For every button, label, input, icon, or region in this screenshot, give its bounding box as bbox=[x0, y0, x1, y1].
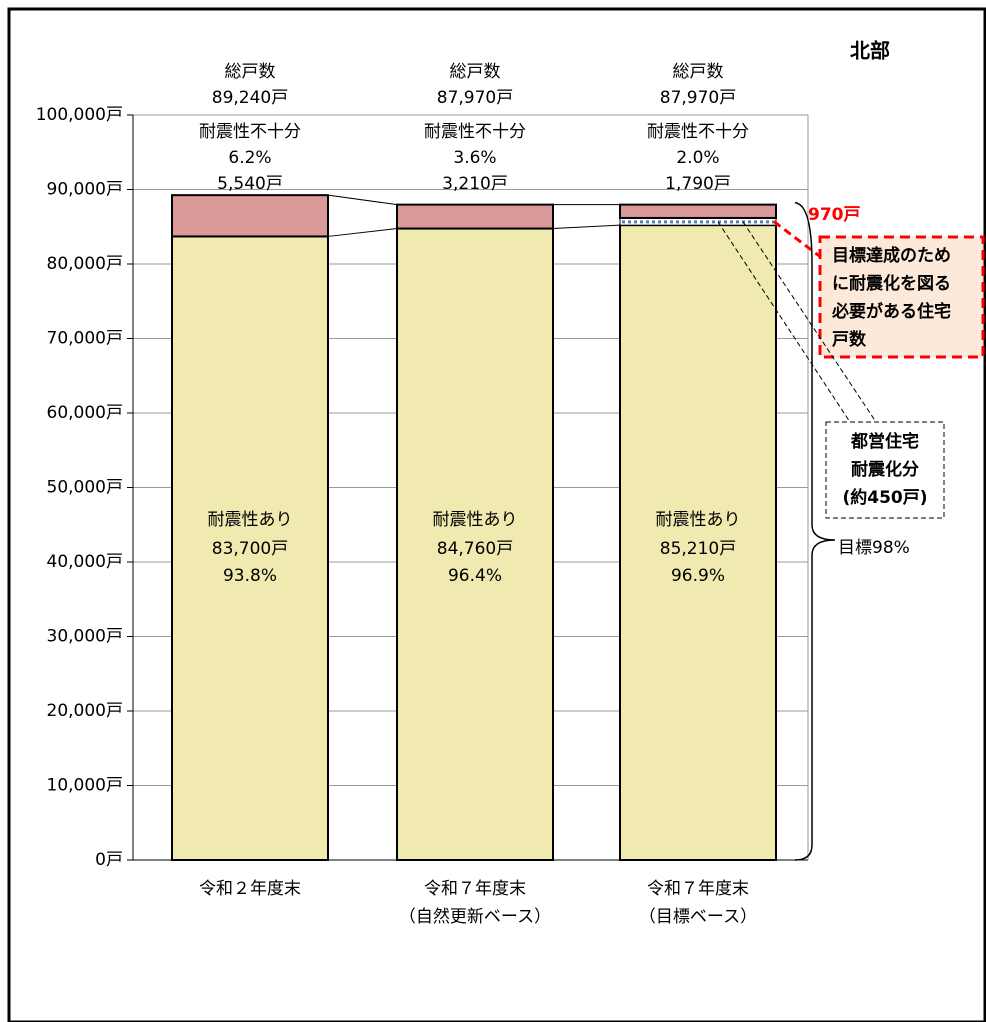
x-tick-label: 令和７年度末 bbox=[647, 879, 749, 899]
bar-segment bbox=[619, 203, 777, 219]
x-tick-label: 令和２年度末 bbox=[199, 879, 301, 899]
value-label: 1,790戸 bbox=[665, 174, 731, 194]
share-label: 93.8% bbox=[223, 566, 277, 586]
value-label: 85,210戸 bbox=[660, 539, 736, 559]
connector bbox=[327, 194, 398, 206]
gap-note-box bbox=[818, 235, 985, 359]
metro-pointer bbox=[742, 221, 877, 423]
y-tick-label: 90,000戸 bbox=[47, 180, 123, 200]
y-tick-label: 40,000戸 bbox=[47, 552, 123, 572]
total-heading: 総戸数 bbox=[450, 62, 501, 82]
gap-segment bbox=[619, 217, 777, 226]
total-label: 87,970戸 bbox=[660, 88, 736, 108]
total-label: 87,970戸 bbox=[437, 88, 513, 108]
gap-pointer bbox=[773, 220, 823, 260]
chart-title: 北部 bbox=[850, 39, 890, 63]
share-label: 2.0% bbox=[676, 148, 719, 168]
bar-segment bbox=[396, 203, 554, 230]
metro-note: 耐震化分 bbox=[851, 459, 919, 480]
value-label: 84,760戸 bbox=[437, 539, 513, 559]
metro-note-box bbox=[825, 421, 945, 519]
gap-label: 970戸 bbox=[808, 205, 861, 225]
target-brace bbox=[794, 201, 836, 861]
share-label: 96.9% bbox=[671, 566, 725, 586]
series-name: 耐震性不十分 bbox=[647, 122, 749, 142]
y-tick-label: 100,000戸 bbox=[36, 105, 123, 125]
share-label: 96.4% bbox=[448, 566, 502, 586]
metro-note: 都営住宅 bbox=[850, 431, 919, 452]
value-label: 5,540戸 bbox=[217, 174, 283, 194]
y-tick-label: 0戸 bbox=[95, 850, 123, 870]
connector bbox=[552, 224, 621, 230]
y-tick-label: 80,000戸 bbox=[47, 254, 123, 274]
bar-segment bbox=[396, 227, 554, 861]
metro-note: (約450戸) bbox=[842, 487, 927, 508]
gap-note: 必要がある住宅 bbox=[831, 301, 951, 322]
share-label: 6.2% bbox=[228, 148, 271, 168]
y-tick-label: 30,000戸 bbox=[47, 627, 123, 647]
x-tick-label: 令和７年度末 bbox=[424, 879, 526, 899]
connector bbox=[327, 228, 398, 237]
gap-note: 目標達成のため bbox=[832, 245, 951, 266]
total-heading: 総戸数 bbox=[225, 62, 276, 82]
y-tick-label: 10,000戸 bbox=[47, 776, 123, 796]
bar-segment bbox=[171, 194, 329, 238]
value-label: 3,210戸 bbox=[442, 174, 508, 194]
y-tick-label: 70,000戸 bbox=[47, 329, 123, 349]
series-name: 耐震性あり bbox=[656, 510, 741, 530]
bar-segment bbox=[171, 235, 329, 861]
series-name: 耐震性あり bbox=[208, 510, 293, 530]
gap-note: に耐震化を図る bbox=[832, 273, 951, 294]
y-tick-label: 60,000戸 bbox=[47, 403, 123, 423]
series-name: 耐震性不十分 bbox=[424, 122, 526, 142]
y-tick-label: 50,000戸 bbox=[47, 478, 123, 498]
share-label: 3.6% bbox=[453, 148, 496, 168]
target-label: 目標98% bbox=[838, 538, 910, 558]
series-name: 耐震性不十分 bbox=[199, 122, 301, 142]
total-heading: 総戸数 bbox=[673, 62, 724, 82]
total-label: 89,240戸 bbox=[212, 88, 288, 108]
x-tick-sublabel: （目標ベース） bbox=[639, 907, 757, 927]
series-name: 耐震性あり bbox=[433, 510, 518, 530]
bar-segment bbox=[619, 224, 777, 862]
gap-note: 戸数 bbox=[832, 329, 867, 350]
x-tick-sublabel: （自然更新ベース） bbox=[399, 907, 551, 927]
y-tick-label: 20,000戸 bbox=[47, 701, 123, 721]
value-label: 83,700戸 bbox=[212, 539, 288, 559]
